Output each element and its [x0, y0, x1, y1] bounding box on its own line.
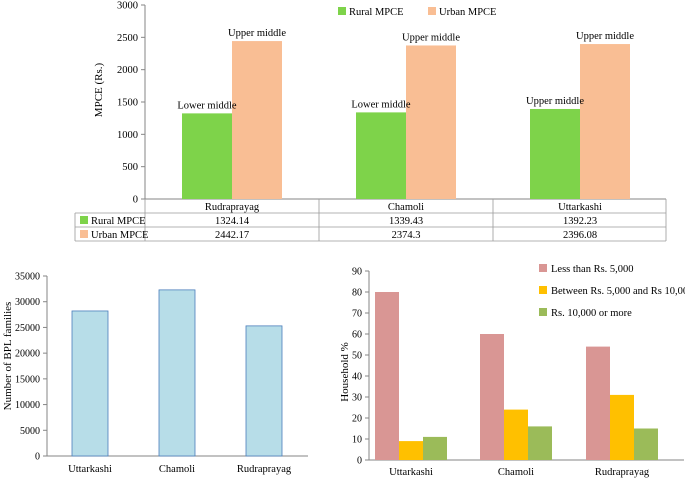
table-cell: 2442.17: [215, 230, 249, 241]
y-tick-label: 15000: [15, 374, 40, 385]
table-cell: 1392.23: [563, 216, 597, 227]
legend-label-less-5000: Less than Rs. 5,000: [551, 264, 634, 275]
bpl-y-ticks: 0 5000 10000 15000 20000 25000 30000 35000: [15, 272, 47, 463]
household-x-tick-uttarkashi: Uttarkashi: [389, 467, 433, 478]
table-cell: 1324.14: [215, 216, 250, 227]
legend-swatch-less-5000: [539, 264, 547, 272]
bar-class-label: Upper middle: [402, 32, 460, 43]
table-header-rudraprayag: Rudraprayag: [205, 202, 260, 213]
y-tick-label: 0: [35, 452, 40, 463]
bar-urban-mpce: [580, 44, 630, 199]
legend-swatch-urban: [428, 7, 436, 15]
legend-swatch-5000-10000: [539, 286, 547, 294]
legend-label-rural: Rural MPCE: [349, 7, 404, 18]
y-tick-label: 1000: [117, 130, 138, 141]
y-tick-label: 60: [352, 330, 362, 341]
legend-swatch-10000-more: [539, 308, 547, 316]
y-tick-label: 20: [352, 414, 362, 425]
mpce-y-ticks: 0 500 1000 1500 2000 2500 3000: [117, 1, 145, 206]
bar-class-label: Lower middle: [351, 99, 411, 110]
bar-household-series-0: [480, 334, 504, 460]
legend-swatch-rural: [338, 7, 346, 15]
bpl-x-tick-uttarkashi: Uttarkashi: [68, 464, 112, 475]
y-tick-label: 40: [352, 372, 362, 383]
household-y-axis-label: Household %: [339, 342, 351, 402]
bar-household-series-0: [586, 346, 610, 460]
y-tick-label: 25000: [15, 323, 40, 334]
y-tick-label: 10000: [15, 400, 40, 411]
bpl-x-tick-chamoli: Chamoli: [159, 464, 195, 475]
y-tick-label: 2500: [117, 33, 138, 44]
legend-label-urban: Urban MPCE: [439, 7, 496, 18]
table-cell: 1339.43: [389, 216, 423, 227]
y-tick-label: 35000: [15, 272, 40, 283]
table-header-uttarkashi: Uttarkashi: [558, 202, 602, 213]
table-key-urban: [80, 230, 88, 238]
bar-household-series-0: [375, 292, 399, 460]
household-chart: Household % 0 10 20 30 40 50 60 70 80 90 Uttarkas…: [339, 264, 685, 478]
y-tick-label: 90: [352, 267, 362, 278]
bpl-chart: Number of BPL families 0 5000 10000 15000 20…: [2, 272, 308, 475]
mpce-bar-labels: Lower middle Lower middle Upper middle Uppe…: [177, 28, 634, 111]
table-row-label-rural: Rural MPCE: [91, 216, 146, 227]
bpl-y-axis-label: Number of BPL families: [2, 302, 14, 411]
household-x-tick-rudraprayag: Rudraprayag: [595, 467, 650, 478]
bar-class-label: Upper middle: [526, 96, 584, 107]
y-tick-label: 10: [352, 435, 362, 446]
household-bars: [375, 292, 658, 460]
mpce-y-axis-label: MPCE (Rs.): [93, 62, 105, 117]
table-row-label-urban: Urban MPCE: [91, 230, 148, 241]
household-y-ticks: 0 10 20 30 40 50 60 70 80 90: [352, 267, 369, 467]
y-tick-label: 1500: [117, 98, 138, 109]
y-tick-label: 80: [352, 288, 362, 299]
bar-household-series-2: [423, 436, 447, 460]
bar-class-label: Lower middle: [177, 100, 237, 111]
y-tick-label: 3000: [117, 1, 138, 12]
bar-household-series-1: [399, 441, 423, 460]
bar-class-label: Upper middle: [576, 31, 634, 42]
y-tick-label: 20000: [15, 349, 40, 360]
household-x-tick-chamoli: Chamoli: [498, 467, 534, 478]
bpl-x-tick-rudraprayag: Rudraprayag: [237, 464, 292, 475]
table-cell: 2374.3: [392, 230, 421, 241]
table-header-chamoli: Chamoli: [388, 202, 424, 213]
table-cell: 2396.08: [563, 230, 597, 241]
y-tick-label: 2000: [117, 65, 138, 76]
bar-rural-mpce: [356, 112, 406, 199]
bar-household-series-2: [634, 428, 658, 460]
mpce-legend: Rural MPCE Urban MPCE: [338, 7, 496, 18]
y-tick-label: 50: [352, 351, 362, 362]
y-tick-label: 70: [352, 309, 362, 320]
bar-household-series-1: [610, 394, 634, 460]
y-tick-label: 0: [133, 195, 138, 206]
bar-rural-mpce: [182, 113, 232, 199]
bar-urban-mpce: [406, 45, 456, 200]
bar-class-label: Upper middle: [228, 28, 286, 39]
mpce-chart: MPCE (Rs.) 0 500 1000 1500 2000 2500 3000 Lowe…: [74, 1, 667, 242]
bar-household-series-2: [528, 426, 552, 460]
bar-urban-mpce: [232, 41, 282, 200]
bpl-bars: [71, 289, 283, 457]
table-key-rural: [80, 216, 88, 224]
bar-rural-mpce: [530, 108, 580, 199]
y-tick-label: 5000: [20, 426, 40, 437]
legend-label-5000-10000: Between Rs. 5,000 and Rs 10,000: [551, 286, 685, 297]
y-tick-label: 500: [122, 162, 138, 173]
legend-label-10000-more: Rs. 10,000 or more: [551, 308, 632, 319]
bar-bpl-families: [71, 310, 109, 457]
y-tick-label: 30: [352, 393, 362, 404]
household-legend: Less than Rs. 5,000 Between Rs. 5,000 an…: [539, 264, 685, 319]
mpce-data-table: [74, 199, 667, 242]
mpce-bars: [182, 41, 630, 200]
y-tick-label: 0: [357, 456, 362, 467]
bar-bpl-families: [158, 289, 196, 457]
y-tick-label: 30000: [15, 297, 40, 308]
bar-bpl-families: [245, 325, 283, 457]
bar-household-series-1: [504, 409, 528, 460]
